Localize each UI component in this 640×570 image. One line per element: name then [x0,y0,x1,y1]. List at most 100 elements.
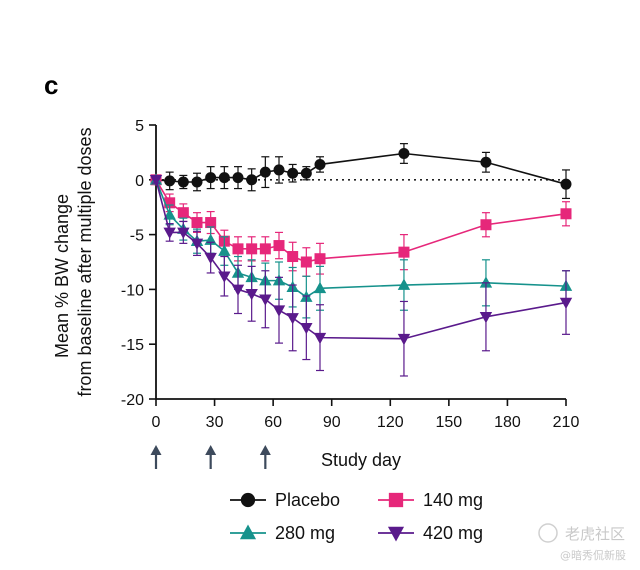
legend-marker [388,492,404,508]
data-point [231,284,245,296]
series-1 [150,143,572,200]
legend-label: 420 mg [423,523,483,543]
legend-entry: 140 mg [378,490,483,510]
dose-arrow-icon [259,445,271,469]
data-point [480,156,492,168]
data-point [205,172,217,184]
data-point [287,167,299,179]
legend-label: 280 mg [275,523,335,543]
data-point [397,333,411,346]
series-4 [149,175,573,377]
data-point [314,253,326,265]
x-axis-title: Study day [321,450,401,470]
data-point [314,158,326,170]
series-line [155,179,567,263]
legend-entry: 280 mg [230,523,335,543]
y-axis-title: Mean % BW change from baseline after mul… [52,127,95,396]
data-point [177,207,189,219]
watermark-logo-icon [538,523,558,543]
data-point [163,208,176,220]
data-point [177,176,189,188]
data-point [479,276,493,288]
x-tick-label: 90 [323,414,341,431]
series-line [155,179,567,299]
y-tick-label: -5 [130,228,144,245]
y-tick-label: -20 [121,392,144,409]
data-point [560,178,572,190]
legend-entry: Placebo [230,490,340,510]
data-point [313,281,327,294]
legend-label: Placebo [275,490,340,510]
x-tick-label: 180 [494,414,521,431]
data-point [286,313,299,325]
data-point [559,297,573,310]
data-point [480,219,492,231]
series-3 [149,173,573,319]
dose-arrow-icon [150,445,162,469]
data-point [204,252,217,265]
dose-arrow-head [150,445,162,455]
legend-marker [240,492,256,508]
data-point [479,312,493,324]
data-point [397,278,411,290]
data-point [232,243,244,255]
data-point [259,294,272,306]
series-line [155,152,567,185]
data-point [300,167,312,179]
data-point [273,164,285,176]
data-point [313,332,327,345]
legend-label: 140 mg [423,490,483,510]
watermark-main-text: 老虎社区 [565,525,625,543]
data-point [177,227,190,239]
data-point [205,217,217,229]
panel-label: c [44,70,58,100]
data-point [218,172,230,184]
legend-marker [239,524,257,540]
y-axis-title-line-1: Mean % BW change [52,194,72,358]
data-point [272,305,286,317]
dose-arrow-head [259,445,271,455]
x-tick-label: 210 [553,414,580,431]
data-point [287,251,299,263]
data-point [246,174,258,186]
dose-arrow-head [205,445,217,455]
y-tick-label: 0 [135,173,144,190]
x-tick-label: 30 [206,414,224,431]
data-point [191,217,203,229]
data-point [259,166,271,178]
y-tick-label: 5 [135,118,144,135]
data-point [163,227,176,239]
data-point [190,238,204,250]
watermark-sub-text: @暗秀侃新股 [560,548,626,562]
y-axis-title-line-2: from baseline after multiple doses [75,127,95,396]
watermark: 老虎社区 @暗秀侃新股 [538,523,626,562]
x-tick-label: 0 [152,414,161,431]
data-point [218,271,231,283]
x-tick-label: 60 [264,414,282,431]
data-point [218,244,231,256]
data-point [300,256,312,268]
data-point [245,288,258,301]
data-point [164,197,176,209]
dose-arrow-icon [205,445,217,469]
legend-marker [387,526,405,542]
series-line [155,179,567,340]
y-tick-label: -10 [121,282,144,299]
data-point [149,175,163,187]
data-point [560,208,572,220]
data-point [300,322,313,335]
legend-entry: 420 mg [378,523,483,543]
data-point [398,246,410,258]
y-tick-label: -15 [121,337,144,354]
x-tick-label: 150 [436,414,463,431]
data-point [259,243,271,255]
plot-area: 5 0 -5 -10 -15 -20 0 30 60 90 120 150 180 210 [121,118,580,469]
data-point [246,243,258,255]
x-tick-label: 120 [377,414,404,431]
legend: Placebo 140 mg 280 mg 420 mg [230,490,483,543]
data-point [398,147,410,159]
data-point [164,175,176,187]
data-point [232,172,244,184]
data-point [273,240,285,252]
